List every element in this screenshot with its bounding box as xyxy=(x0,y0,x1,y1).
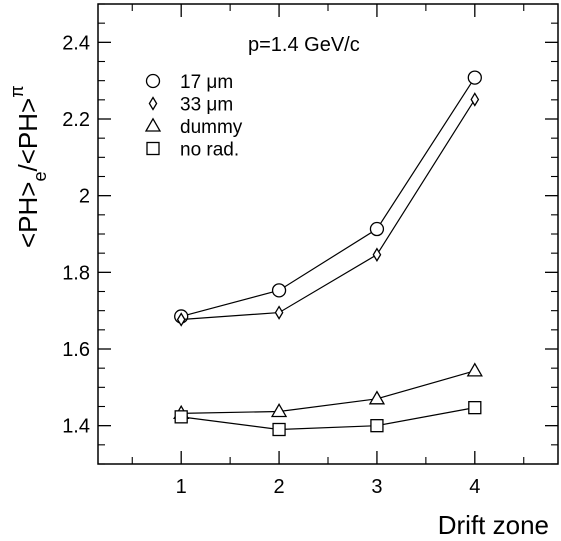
y-tick-label: 1.4 xyxy=(62,416,90,438)
series-diamond xyxy=(176,92,480,327)
y-tick-label: 2.4 xyxy=(62,32,90,54)
data-point-triangle xyxy=(466,362,483,377)
data-point-triangle xyxy=(368,390,386,405)
legend-label: 17 μm xyxy=(180,72,233,93)
legend-marker-square xyxy=(146,141,160,156)
momentum-annotation: p=1.4 GeV/c xyxy=(248,34,360,56)
y-tick-label: 1.8 xyxy=(62,262,90,284)
series-line xyxy=(181,77,476,317)
y-axis-title: <PH>e/<PH>π xyxy=(7,85,50,248)
x-axis-title: Drift zone xyxy=(438,510,549,540)
data-point-circle xyxy=(369,221,385,237)
y-axis-title-part-2: /<PH> xyxy=(13,98,43,172)
y-axis-title-sub-pi: π xyxy=(7,85,27,97)
data-point-diamond xyxy=(176,312,186,327)
y-tick-label: 1.6 xyxy=(62,339,90,361)
y-tick-label: 2.2 xyxy=(62,109,90,131)
data-point-diamond xyxy=(274,305,284,320)
y-tick-label: 2 xyxy=(79,186,90,208)
series-square xyxy=(174,400,482,437)
data-point-diamond xyxy=(470,92,480,107)
plot-frame xyxy=(97,3,559,465)
x-tick-label: 2 xyxy=(274,476,285,498)
axis-ticks: 1.4 1.6 1.8 2 2.2 2.4 1 2 3 4 xyxy=(62,3,558,498)
data-point-square xyxy=(468,400,482,415)
y-axis-title-sub-e: e xyxy=(30,171,50,181)
series-line xyxy=(181,407,475,431)
legend-marker-circle xyxy=(145,73,161,89)
data-point-square xyxy=(272,422,286,437)
x-tick-label: 4 xyxy=(469,476,480,498)
legend-label: dummy xyxy=(180,117,243,138)
data-point-square xyxy=(370,419,384,433)
series-triangle xyxy=(173,362,483,420)
data-point-diamond xyxy=(372,247,382,262)
legend-marker-triangle xyxy=(144,117,162,132)
legend-marker-diamond xyxy=(148,96,158,111)
series-layer xyxy=(173,70,483,437)
data-point-square xyxy=(174,410,188,424)
series-line xyxy=(181,370,475,414)
legend-label: 33 μm xyxy=(180,95,233,116)
data-point-triangle xyxy=(270,402,288,418)
x-tick-label: 1 xyxy=(176,476,187,498)
x-tick-label: 3 xyxy=(371,476,382,498)
data-point-circle xyxy=(467,70,482,85)
data-point-circle xyxy=(271,283,287,298)
y-axis-title-part-1: <PH> xyxy=(13,182,43,249)
legend-label: no rad. xyxy=(180,140,239,161)
series-line xyxy=(181,99,476,321)
